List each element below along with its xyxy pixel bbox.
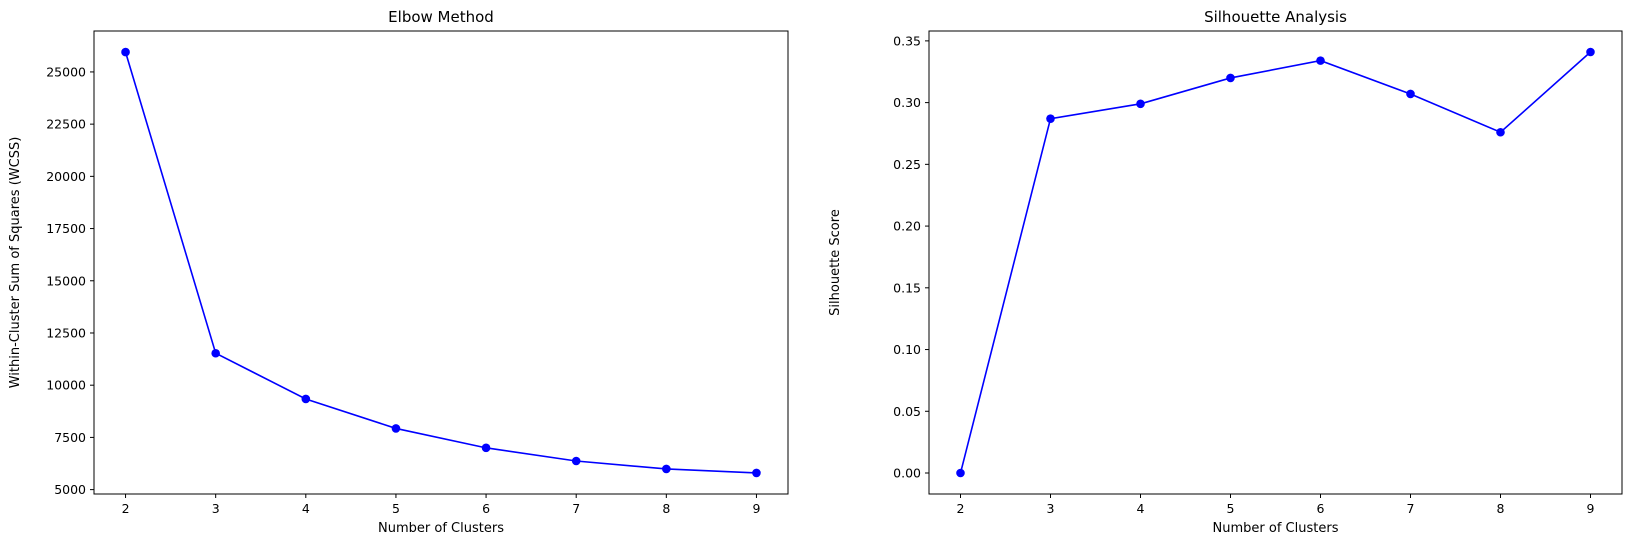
elbow-data-point bbox=[571, 456, 581, 466]
elbow-y-tick-label: 7500 bbox=[54, 430, 86, 445]
elbow-y-tick-label: 10000 bbox=[46, 378, 86, 393]
elbow-y-tick-label: 5000 bbox=[54, 482, 86, 497]
elbow-x-tick-label: 3 bbox=[212, 501, 220, 516]
elbow-x-tick-label: 9 bbox=[752, 501, 760, 516]
silhouette-y-axis-label: Silhouette Score bbox=[828, 209, 843, 316]
elbow-data-point bbox=[752, 468, 761, 478]
elbow-x-tick-label: 2 bbox=[122, 501, 130, 516]
silhouette-x-tick-label: 9 bbox=[1587, 501, 1595, 516]
silhouette-data-point bbox=[1226, 73, 1235, 83]
elbow-y-tick-label: 12500 bbox=[46, 325, 86, 340]
silhouette-y-tick-label: 0.15 bbox=[893, 280, 921, 295]
silhouette-data-point bbox=[1496, 127, 1505, 137]
silhouette-x-tick-label: 3 bbox=[1047, 501, 1055, 516]
silhouette-data-point bbox=[1136, 99, 1145, 109]
elbow-data-point bbox=[662, 464, 671, 474]
silhouette-x-tick-label: 2 bbox=[957, 501, 965, 516]
elbow-data-point bbox=[211, 348, 220, 358]
silhouette-x-tick-label: 7 bbox=[1407, 501, 1415, 516]
silhouette-plot-frame bbox=[928, 30, 1623, 495]
silhouette-x-tick-label: 4 bbox=[1137, 501, 1145, 516]
elbow-x-tick-label: 4 bbox=[302, 501, 310, 516]
elbow-plot-frame bbox=[93, 30, 789, 495]
elbow-x-tick-label: 7 bbox=[572, 501, 580, 516]
elbow-y-axis-label: Within-Cluster Sum of Squares (WCSS) bbox=[8, 137, 23, 389]
elbow-chart-title: Elbow Method bbox=[388, 8, 494, 26]
elbow-y-tick-label: 17500 bbox=[46, 221, 86, 236]
silhouette-data-point bbox=[1316, 56, 1325, 65]
elbow-chart: 2 3 4 5 6 7 8 9 5000 7500 10000 12500 15000 17500 2000… bbox=[8, 8, 789, 536]
silhouette-y-tick-label: 0.05 bbox=[893, 404, 921, 419]
silhouette-y-tick-label: 0.25 bbox=[893, 157, 921, 172]
silhouette-y-tick-label: 0.10 bbox=[893, 342, 921, 357]
silhouette-x-tick-label: 5 bbox=[1227, 501, 1235, 516]
elbow-y-tick-label: 20000 bbox=[46, 169, 86, 184]
silhouette-data-point bbox=[1586, 47, 1595, 57]
silhouette-data-point bbox=[1406, 89, 1415, 99]
silhouette-x-axis-label: Number of Clusters bbox=[1213, 521, 1339, 536]
silhouette-y-tick-label: 0.20 bbox=[893, 219, 921, 234]
silhouette-y-tick-label: 0.35 bbox=[893, 33, 921, 48]
silhouette-chart: 2 3 4 5 6 7 8 9 0.00 0.05 0.10 0.15 0.20 0.25 0.30 0.35… bbox=[828, 8, 1623, 536]
silhouette-data-point bbox=[956, 468, 965, 478]
silhouette-chart-title: Silhouette Analysis bbox=[1204, 8, 1347, 26]
elbow-y-tick-label: 22500 bbox=[46, 117, 86, 132]
elbow-series-line bbox=[124, 51, 757, 474]
elbow-x-tick-label: 8 bbox=[662, 501, 670, 516]
elbow-y-tick-label: 25000 bbox=[46, 64, 86, 79]
elbow-data-point bbox=[121, 47, 130, 57]
elbow-data-point bbox=[391, 424, 401, 433]
silhouette-x-tick-label: 8 bbox=[1497, 501, 1505, 516]
elbow-data-point bbox=[481, 443, 491, 453]
silhouette-y-tick-label: 0.30 bbox=[893, 95, 921, 110]
elbow-y-tick-label: 15000 bbox=[46, 273, 86, 288]
elbow-x-tick-label: 6 bbox=[482, 501, 490, 516]
silhouette-data-point bbox=[1046, 114, 1055, 123]
silhouette-x-tick-label: 6 bbox=[1317, 501, 1325, 516]
silhouette-y-tick-label: 0.00 bbox=[893, 466, 921, 481]
elbow-data-point bbox=[301, 394, 311, 404]
silhouette-series-line bbox=[959, 51, 1592, 474]
elbow-x-tick-label: 5 bbox=[392, 501, 400, 516]
elbow-x-axis-label: Number of Clusters bbox=[378, 521, 504, 536]
